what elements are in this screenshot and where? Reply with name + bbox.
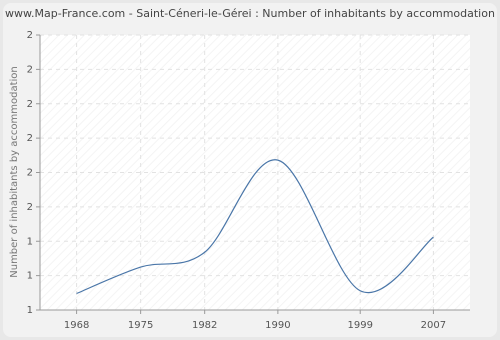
y-tick-label: 2 [27, 30, 33, 41]
x-tick-label: 1999 [347, 320, 372, 331]
line [76, 159, 434, 295]
y-tick-label: 2 [27, 202, 33, 213]
y-tick-label: 1 [27, 236, 33, 247]
y-tick-label: 1 [27, 271, 33, 282]
y-tick-label: 2 [27, 64, 33, 75]
plot-area [40, 35, 470, 310]
y-tick-label: 1 [27, 305, 33, 316]
y-tick-label: 2 [27, 99, 33, 110]
x-tick-label: 1990 [265, 320, 290, 331]
x-tick-label: 1982 [192, 320, 217, 331]
y-axis-label: Number of inhabitants by accommodation [9, 66, 20, 278]
y-tick-label: 2 [27, 168, 33, 179]
y-tick-label: 2 [27, 133, 33, 144]
x-tick-label: 1968 [64, 320, 89, 331]
x-tick-label: 2007 [421, 320, 446, 331]
chart-title: www.Map-France.com - Saint-Céneri-le-Gér… [5, 7, 495, 20]
x-tick-label: 1975 [128, 320, 153, 331]
